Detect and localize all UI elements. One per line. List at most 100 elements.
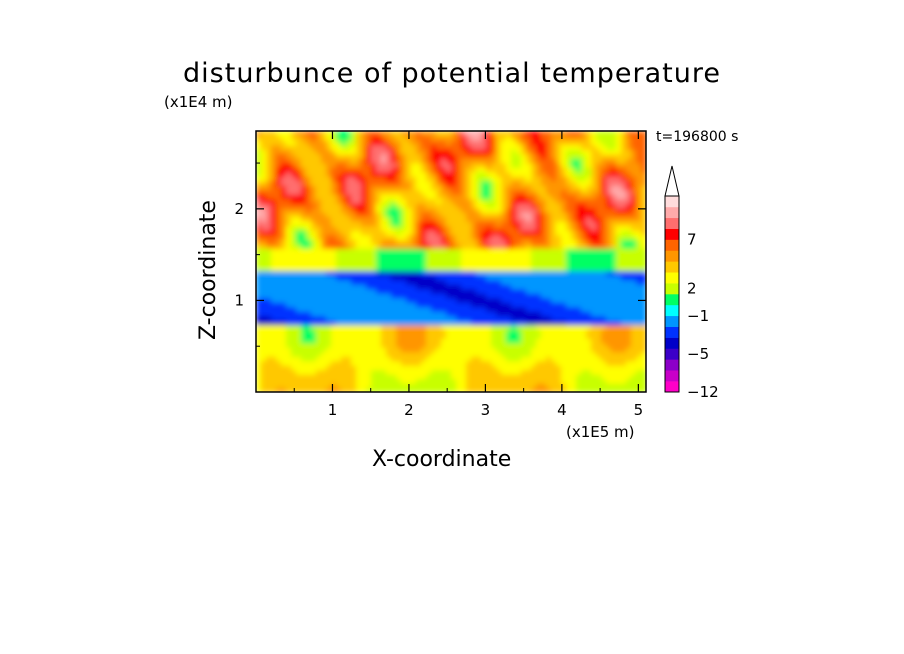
contour-cell	[301, 207, 307, 213]
contour-cell	[321, 324, 327, 330]
contour-cell	[386, 162, 392, 168]
contour-cell	[481, 297, 487, 303]
contour-cell	[386, 320, 392, 326]
contour-cell	[391, 311, 397, 317]
contour-cell	[331, 144, 337, 150]
contour-cell	[401, 306, 407, 312]
contour-cell	[476, 180, 482, 186]
contour-cell	[266, 297, 272, 303]
contour-cell	[306, 306, 312, 312]
contour-cell	[431, 320, 437, 326]
contour-cell	[526, 239, 532, 245]
contour-cell	[571, 261, 577, 267]
contour-cell	[381, 252, 387, 258]
contour-cell	[261, 176, 267, 182]
contour-cell	[411, 261, 417, 267]
contour-cell	[441, 239, 447, 245]
contour-cell	[511, 329, 517, 335]
contour-cell	[521, 279, 527, 285]
contour-cell	[551, 383, 557, 389]
contour-cell	[336, 135, 342, 141]
contour-cell	[556, 279, 562, 285]
contour-cell	[641, 131, 646, 137]
contour-cell	[316, 342, 322, 348]
contour-cell	[631, 275, 637, 281]
contour-cell	[301, 266, 307, 272]
contour-field	[256, 131, 646, 392]
contour-cell	[286, 302, 292, 308]
contour-cell	[491, 360, 497, 366]
contour-cell	[526, 347, 532, 353]
contour-cell	[641, 158, 646, 164]
contour-cell	[526, 194, 532, 200]
contour-cell	[616, 356, 622, 362]
contour-cell	[366, 324, 372, 330]
contour-cell	[336, 248, 342, 254]
contour-cell	[351, 216, 357, 222]
contour-cell	[561, 369, 567, 375]
contour-cell	[306, 374, 312, 380]
contour-cell	[561, 356, 567, 362]
contour-cell	[361, 185, 367, 191]
contour-cell	[601, 243, 607, 249]
contour-cell	[491, 387, 497, 392]
contour-cell	[566, 270, 572, 276]
contour-cell	[571, 252, 577, 258]
contour-cell	[276, 162, 282, 168]
contour-cell	[276, 198, 282, 204]
contour-cell	[421, 284, 427, 290]
contour-cell	[491, 194, 497, 200]
contour-cell	[396, 144, 402, 150]
contour-cell	[341, 261, 347, 267]
contour-cell	[256, 153, 262, 159]
contour-cell	[346, 198, 352, 204]
contour-cell	[286, 230, 292, 236]
contour-cell	[506, 131, 512, 137]
contour-cell	[516, 149, 522, 155]
contour-cell	[331, 239, 337, 245]
contour-cell	[291, 158, 297, 164]
contour-cell	[261, 333, 267, 339]
contour-cell	[631, 329, 637, 335]
contour-cell	[601, 320, 607, 326]
contour-cell	[386, 135, 392, 141]
contour-cell	[371, 293, 377, 299]
contour-cell	[316, 284, 322, 290]
contour-cell	[556, 338, 562, 344]
contour-cell	[546, 369, 552, 375]
contour-cell	[366, 225, 372, 231]
contour-cell	[631, 243, 637, 249]
contour-cell	[471, 302, 477, 308]
contour-cell	[301, 230, 307, 236]
contour-cell	[321, 383, 327, 389]
contour-cell	[541, 198, 547, 204]
contour-cell	[321, 374, 327, 380]
contour-cell	[381, 257, 387, 263]
contour-cell	[561, 347, 567, 353]
contour-cell	[301, 234, 307, 240]
contour-cell	[361, 180, 367, 186]
contour-cell	[326, 248, 332, 254]
contour-cell	[286, 275, 292, 281]
contour-cell	[396, 338, 402, 344]
contour-cell	[346, 293, 352, 299]
contour-cell	[421, 270, 427, 276]
contour-cell	[541, 243, 547, 249]
contour-cell	[296, 180, 302, 186]
contour-cell	[406, 140, 412, 146]
contour-cell	[371, 153, 377, 159]
contour-cell	[271, 356, 277, 362]
contour-cell	[406, 315, 412, 321]
contour-cell	[351, 198, 357, 204]
contour-cell	[336, 153, 342, 159]
contour-cell	[461, 194, 467, 200]
contour-cell	[581, 270, 587, 276]
contour-cell	[461, 162, 467, 168]
contour-cell	[626, 243, 632, 249]
contour-cell	[591, 135, 597, 141]
contour-cell	[356, 288, 362, 294]
contour-cell	[431, 351, 437, 357]
contour-cell	[581, 383, 587, 389]
contour-cell	[371, 311, 377, 317]
contour-cell	[541, 203, 547, 209]
